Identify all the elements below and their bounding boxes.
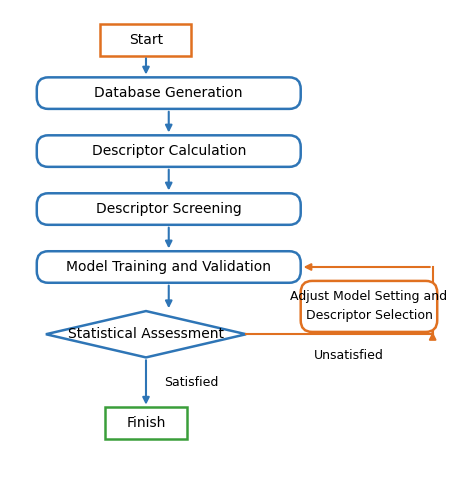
Text: Database Generation: Database Generation xyxy=(94,86,243,100)
Text: Descriptor Screening: Descriptor Screening xyxy=(96,202,242,216)
Text: Descriptor Calculation: Descriptor Calculation xyxy=(91,144,246,158)
FancyBboxPatch shape xyxy=(37,135,301,167)
FancyBboxPatch shape xyxy=(301,281,437,332)
Text: Satisfied: Satisfied xyxy=(164,376,219,389)
Text: Model Training and Validation: Model Training and Validation xyxy=(66,260,271,274)
Text: Unsatisfied: Unsatisfied xyxy=(313,349,383,362)
Bar xyxy=(105,408,187,439)
Text: Adjust Model Setting and
Descriptor Selection: Adjust Model Setting and Descriptor Sele… xyxy=(291,290,447,323)
Text: Start: Start xyxy=(129,33,163,47)
Polygon shape xyxy=(46,311,246,357)
Text: Finish: Finish xyxy=(126,416,166,430)
FancyBboxPatch shape xyxy=(37,77,301,109)
FancyBboxPatch shape xyxy=(37,193,301,225)
FancyBboxPatch shape xyxy=(37,251,301,283)
Bar xyxy=(100,24,191,56)
Text: Statistical Assessment: Statistical Assessment xyxy=(68,327,224,341)
